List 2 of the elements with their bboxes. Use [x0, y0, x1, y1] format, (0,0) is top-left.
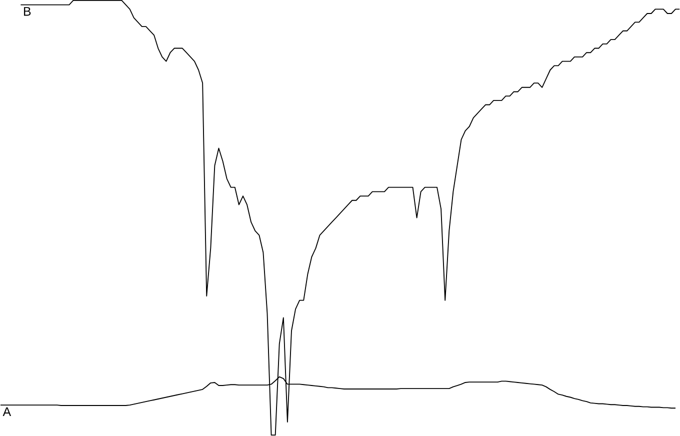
series-label: A	[2, 408, 12, 416]
series-label: B	[24, 7, 31, 16]
